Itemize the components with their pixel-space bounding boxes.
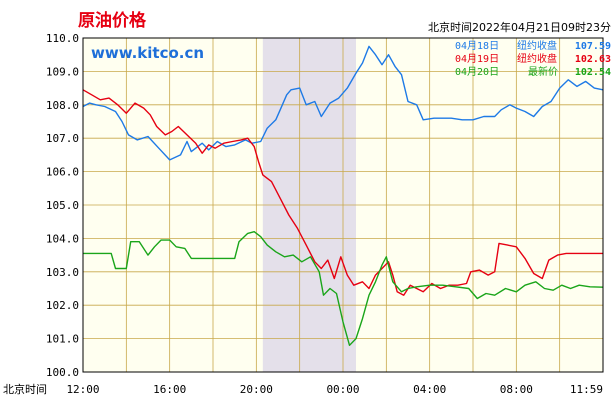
watermark-url: www.kitco.cn [91,44,204,62]
legend-series-3-label: 最新价 [528,65,558,78]
plot-frame [82,37,604,373]
x-tick-label: 12:00 [66,383,99,396]
x-tick-label: 08:00 [500,383,533,396]
y-tick-label: 109.0 [46,65,79,78]
legend-series-2-name: 04月19日 [455,53,499,65]
y-tick-label: 100.0 [46,366,79,379]
y-tick-label: 106.0 [46,166,79,179]
y-tick-label: 105.0 [46,199,79,212]
y-tick-label: 110.0 [46,32,79,45]
y-tick-label: 104.0 [46,232,79,245]
x-tick-labels: 12:00 16:00 20:00 00:00 04:00 08:00 11:59 [66,383,603,396]
timestamp: 北京时间2022年04月21日09时23分 [428,20,611,34]
legend-series-1-label: 纽约收盘 [517,39,557,52]
chart-title: 原油价格 [78,10,147,31]
legend: 04月18日 纽约收盘 107.59 04月19日 纽约收盘 102.63 04… [455,39,611,78]
legend-series-1-value: 107.59 [575,41,611,52]
x-tick-label: 20:00 [240,383,273,396]
x-axis-label: 北京时间 [3,382,47,396]
y-tick-label: 102.0 [46,299,79,312]
legend-series-3-name: 04月20日 [455,66,499,78]
legend-series-3-value: 102.54 [575,67,611,78]
series-line-1 [82,45,604,161]
x-tick-label: 16:00 [153,383,186,396]
legend-series-2-label: 纽约收盘 [517,52,557,65]
y-tick-label: 107.0 [46,132,79,145]
legend-series-1-name: 04月18日 [455,40,499,52]
x-tick-label: 04:00 [413,383,446,396]
series-lines [82,45,604,346]
y-tick-label: 108.0 [46,99,79,112]
x-tick-label: 00:00 [326,383,359,396]
x-tick-label: 11:59 [570,383,603,396]
y-tick-labels: 110.0 109.0 108.0 107.0 106.0 105.0 104.0 103.0… [46,32,79,379]
series-line-3 [83,231,604,346]
y-tick-label: 101.0 [46,333,79,346]
y-tick-label: 103.0 [46,266,79,279]
legend-series-2-value: 102.63 [575,54,611,65]
series-line-2 [82,89,603,296]
